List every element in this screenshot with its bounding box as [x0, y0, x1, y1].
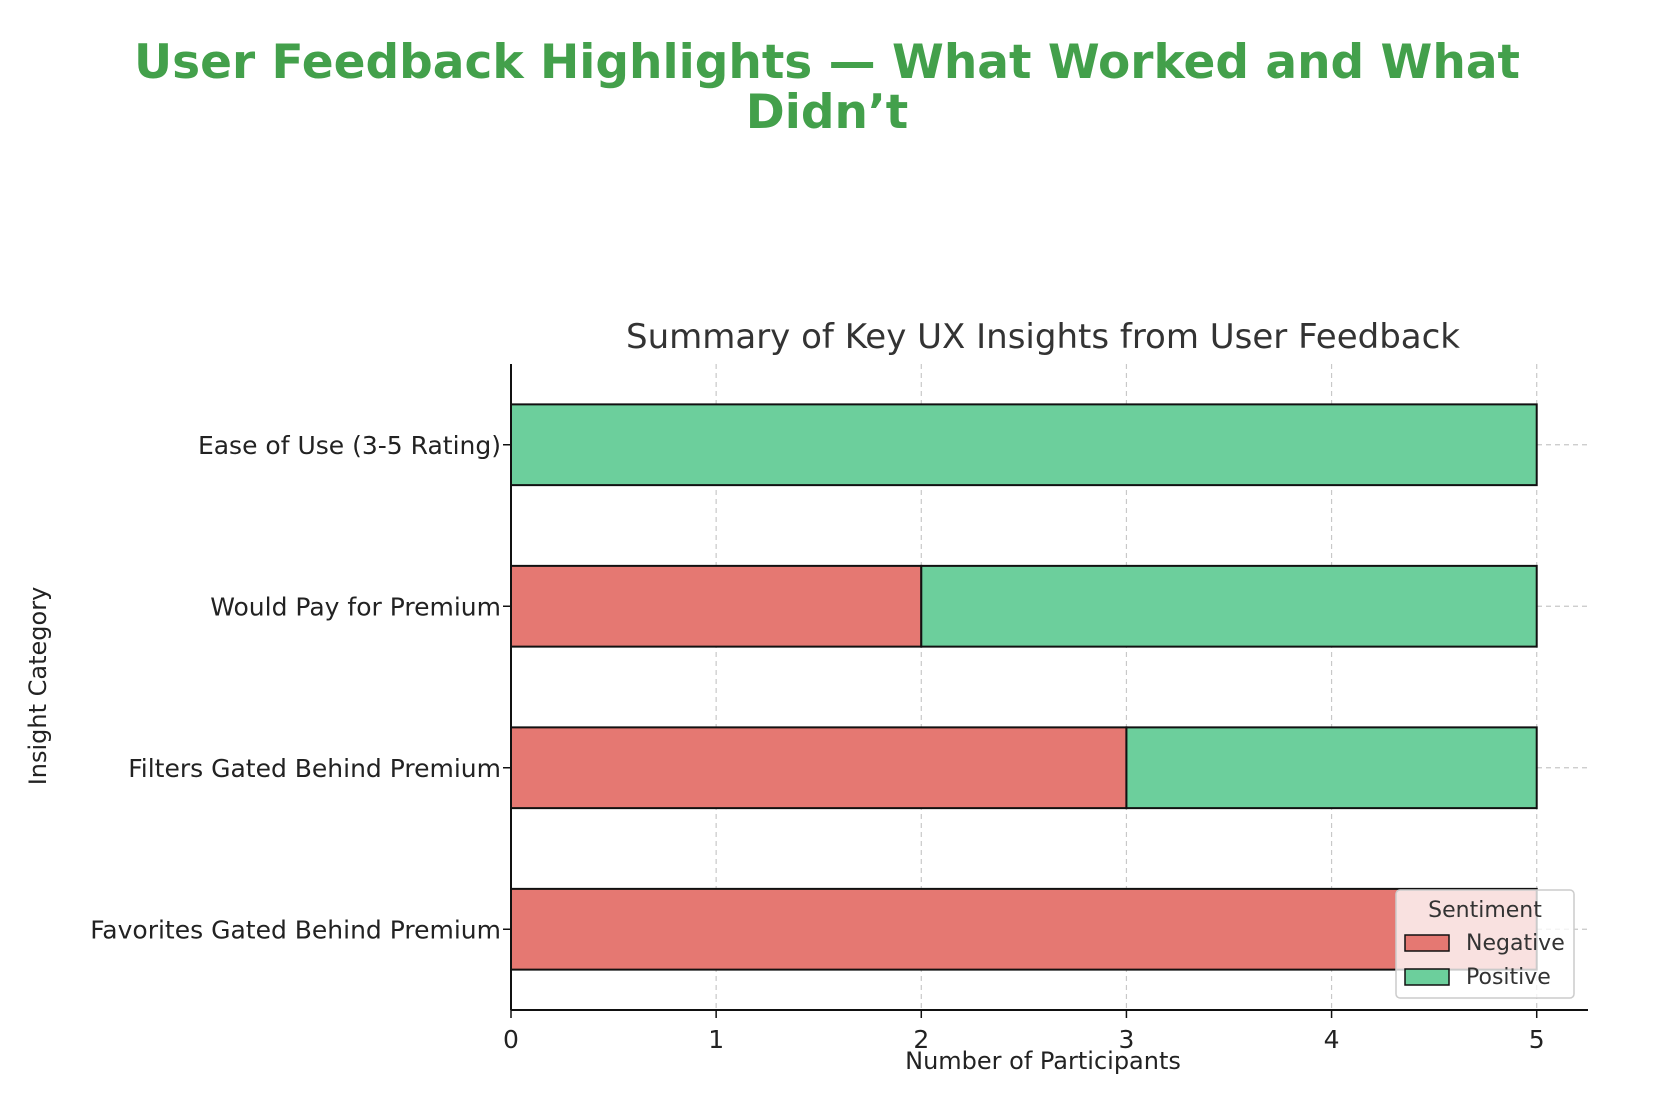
bar-positive-filters-gated-behind-premium: [1125, 726, 1538, 810]
legend: Sentiment Negative Positive: [1395, 889, 1575, 999]
x-tick-label: 0: [503, 1025, 519, 1054]
bar-negative-would-pay-for-premium: [510, 564, 923, 648]
x-tick-label: 3: [1118, 1025, 1134, 1054]
legend-label-negative: Negative: [1466, 931, 1565, 956]
bar-positive-ease-of-use-3-5-rating: [510, 403, 1538, 487]
bar-positive-would-pay-for-premium: [920, 564, 1538, 648]
legend-label-positive: Positive: [1466, 965, 1551, 990]
y-tick-label: Would Pay for Premium: [210, 592, 501, 621]
x-tick-label: 5: [1529, 1025, 1545, 1054]
y-tick-label: Favorites Gated Behind Premium: [90, 915, 501, 944]
bar-negative-favorites-gated-behind-premium: [510, 887, 1538, 971]
x-tick-label: 1: [708, 1025, 724, 1054]
headline-line-1: User Feedback Highlights — What Worked a…: [133, 35, 1521, 90]
x-axis-label: Number of Participants: [905, 1047, 1181, 1075]
y-tick-label: Ease of Use (3-5 Rating): [198, 431, 501, 460]
bar-negative-filters-gated-behind-premium: [510, 726, 1128, 810]
y-tick-label: Filters Gated Behind Premium: [128, 754, 501, 783]
legend-title: Sentiment: [1428, 898, 1542, 923]
x-tick-label: 2: [913, 1025, 929, 1054]
legend-swatch-negative: [1404, 934, 1450, 952]
chart-title: Summary of Key UX Insights from User Fee…: [626, 317, 1460, 357]
bars: [510, 403, 1538, 971]
legend-swatch-positive: [1404, 968, 1450, 986]
y-axis-label: Insight Category: [24, 587, 52, 786]
headline-line-2: Didn’t: [745, 85, 909, 140]
headline: User Feedback Highlights — What Worked a…: [0, 38, 1654, 138]
x-tick-label: 4: [1324, 1025, 1340, 1054]
axes: 0 1 2 3 4 5 Ease of Use (3-5 Rating) Would Pay …: [90, 364, 1588, 1054]
